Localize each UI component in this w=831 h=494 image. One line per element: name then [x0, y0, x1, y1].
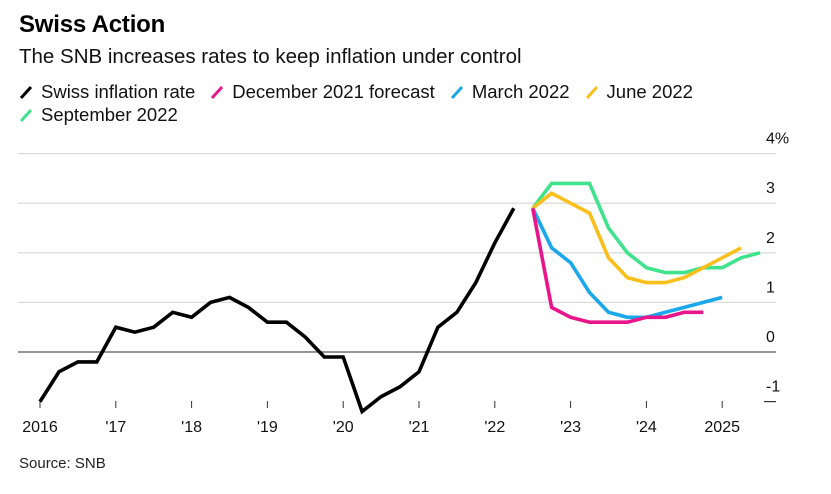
legend-swatch-line [585, 85, 598, 99]
gridlines [18, 152, 776, 403]
legend-item-september-2022: September 2022 [19, 104, 178, 126]
series-line-swiss-inflation-rate [38, 207, 516, 415]
legend-item-dec-2021-forecast: December 2021 forecast [210, 81, 435, 103]
x-tick-label: '21 [409, 419, 430, 436]
series-lines [38, 181, 761, 415]
y-tick-label: 3 [766, 180, 775, 197]
y-axis: 4% 3 2 1 0 -1 [766, 131, 789, 396]
legend-row-2: September 2022 [19, 103, 799, 126]
x-tick-label: '17 [105, 419, 126, 436]
legend-label: Swiss inflation rate [41, 80, 196, 102]
legend-swatch-line [19, 85, 33, 99]
chart-title: Swiss Action [19, 11, 166, 38]
y-tick-label: -1 [766, 379, 780, 396]
series-line-march-2022 [531, 207, 723, 320]
legend-label: June 2022 [606, 80, 693, 102]
slash-line-icon [19, 85, 33, 99]
x-tick-label: '24 [636, 419, 657, 436]
y-tick-label: 2 [766, 230, 775, 247]
legend: Swiss inflation rate December 2021 forec… [19, 80, 799, 126]
legend-item-june-2022: June 2022 [585, 81, 693, 103]
legend-swatch-line [211, 85, 224, 99]
y-tick-label: 0 [766, 329, 775, 346]
legend-label: December 2021 forecast [232, 80, 435, 102]
x-axis: 2016 '17 '18 '19 '20 '21 '22 '23 '24 2025 [22, 401, 740, 436]
slash-line-icon [19, 108, 33, 122]
series-line-september-2022 [531, 181, 761, 275]
slash-line-icon [585, 85, 599, 99]
slash-line-icon [450, 85, 464, 99]
x-tick-label: '23 [560, 419, 581, 436]
x-tick-label: '18 [181, 419, 202, 436]
chart-subtitle: The SNB increases rates to keep inflatio… [19, 45, 522, 68]
y-tick-label: 1 [766, 279, 775, 296]
x-tick-label: 2016 [22, 419, 58, 436]
legend-item-swiss-inflation: Swiss inflation rate [19, 81, 195, 103]
x-tick-label: '19 [257, 419, 278, 436]
series-line-december-2021-forecast [530, 207, 704, 325]
x-tick-label: '22 [484, 419, 505, 436]
legend-label: September 2022 [41, 103, 178, 125]
x-tick-label: '20 [333, 419, 354, 436]
legend-swatch-line [450, 85, 463, 99]
y-tick-label: 4% [766, 131, 789, 148]
legend-item-march-2022: March 2022 [450, 81, 570, 103]
legend-row-1: Swiss inflation rate December 2021 forec… [19, 80, 799, 103]
source-note: Source: SNB [19, 455, 106, 472]
x-tick-label: 2025 [704, 419, 740, 436]
legend-label: March 2022 [471, 80, 570, 102]
legend-swatch-line [19, 108, 33, 122]
series-line-june-2022 [531, 191, 742, 285]
slash-line-icon [210, 85, 224, 99]
